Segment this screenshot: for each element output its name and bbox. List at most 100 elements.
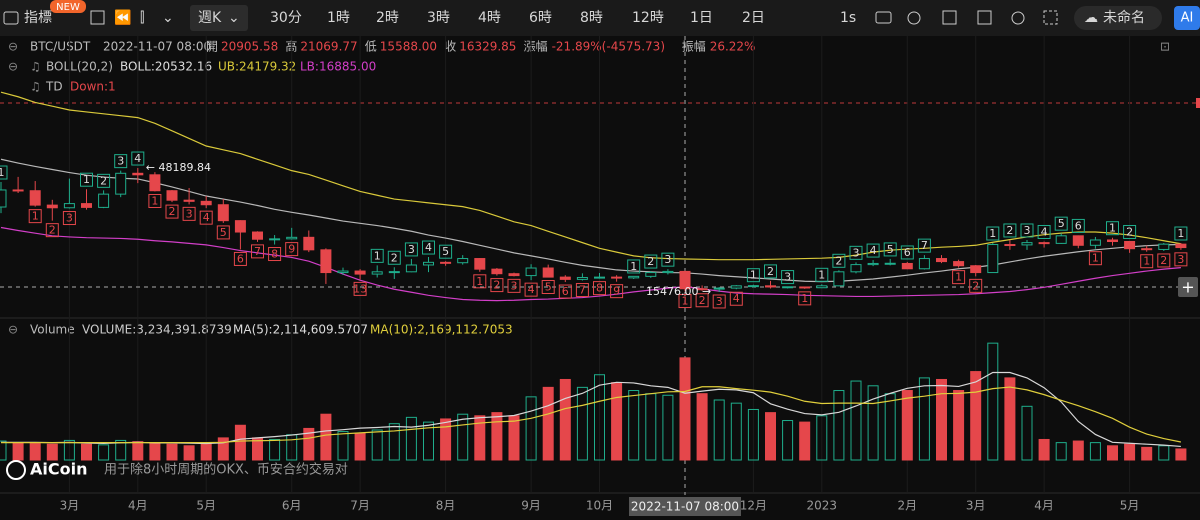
volume-bar	[1004, 377, 1016, 461]
interval-button[interactable]: 6時	[529, 10, 552, 26]
layout-name[interactable]: 未命名	[1103, 9, 1145, 26]
volume-bar	[1089, 442, 1101, 461]
x-tick-label: 10月	[586, 499, 613, 513]
td-label: 2	[1126, 225, 1133, 238]
collapse-icon[interactable]: ⊖	[8, 40, 18, 54]
td-box	[593, 281, 606, 296]
td-box	[524, 282, 538, 297]
grid-icon[interactable]	[90, 10, 105, 25]
candle-body	[354, 270, 366, 275]
td-label: 1	[801, 292, 808, 305]
clock-icon[interactable]	[907, 11, 921, 25]
td-box	[575, 283, 589, 298]
td-box	[62, 211, 76, 226]
x-tick-label: 9月	[521, 499, 541, 513]
collapse-icon[interactable]: ⊖	[8, 323, 18, 337]
candle-body	[371, 271, 383, 275]
volume-bar	[1038, 438, 1050, 461]
add-icon[interactable]: +	[1181, 278, 1194, 297]
candle-body	[286, 236, 298, 240]
td-label: 1	[1109, 222, 1116, 235]
td-box	[712, 294, 726, 309]
volume-bar	[63, 439, 75, 461]
dropdown-icon[interactable]: ⌄	[162, 10, 174, 26]
candle-body	[816, 285, 828, 289]
indicator-button[interactable]: 指標	[24, 10, 52, 26]
interval-button[interactable]: 30分	[270, 10, 302, 26]
td-box	[28, 209, 42, 224]
period-arrow[interactable]: ⌄	[228, 10, 240, 26]
interval-button[interactable]: 2日	[742, 10, 765, 26]
td-box	[1054, 216, 1068, 231]
alert-icon[interactable]: ♫	[30, 60, 41, 74]
cloud-icon[interactable]: ☁	[1084, 10, 1098, 26]
replay-icon[interactable]: ⏪	[114, 9, 131, 26]
td-box	[1003, 223, 1017, 238]
td-box	[764, 264, 777, 279]
interval-button[interactable]: 4時	[478, 10, 501, 26]
td-label: 1	[1092, 252, 1099, 265]
interval-button[interactable]: 2時	[376, 10, 399, 26]
volume-bar	[816, 415, 828, 461]
settings-icon[interactable]	[977, 10, 992, 25]
collapse-icon[interactable]: ⊖	[8, 60, 18, 74]
fullscreen-icon[interactable]	[1043, 10, 1058, 25]
td-box	[45, 223, 59, 238]
volume-bar	[953, 390, 965, 461]
td-box	[610, 284, 624, 299]
alert-icon[interactable]: ♫	[30, 80, 41, 94]
td-label: 2	[699, 294, 706, 307]
candle-body	[217, 204, 229, 222]
candle-body	[46, 204, 58, 209]
add-button[interactable]	[1178, 277, 1198, 297]
config-icon[interactable]	[1011, 11, 1025, 25]
td-box	[439, 244, 453, 259]
candle-body	[628, 275, 640, 279]
candle-body	[611, 276, 623, 279]
volume-bar	[98, 444, 110, 461]
td-label: 1	[750, 269, 757, 282]
interval-button[interactable]: 1時	[327, 10, 350, 26]
volume-bar	[337, 431, 349, 461]
watermark-note: 用于除8小时周期的OKX、币安合约交易对	[104, 462, 348, 478]
edit-icon[interactable]	[942, 10, 957, 25]
chart-type-icon[interactable]: ⫿	[140, 10, 144, 26]
pane-menu-icon[interactable]: ⊡	[1160, 40, 1170, 54]
ai-button[interactable]: AI	[1181, 11, 1194, 26]
td-box	[900, 245, 914, 260]
td-box	[370, 248, 384, 263]
candle-body	[799, 286, 811, 289]
interval-button[interactable]: 3時	[427, 10, 450, 26]
period-button[interactable]: 週K	[198, 10, 222, 26]
candle-body	[320, 249, 332, 274]
td-box	[1071, 218, 1085, 233]
ma5-line	[1, 371, 1181, 448]
interval-button[interactable]: 12時	[632, 10, 664, 26]
candle-body	[987, 244, 999, 274]
interval-button[interactable]: 8時	[580, 10, 603, 26]
td-label: 1	[0, 166, 5, 179]
candle-body	[0, 189, 7, 208]
candle-body	[713, 287, 725, 290]
td-box	[1140, 254, 1154, 269]
volume-bar	[440, 418, 452, 461]
speed-button[interactable]: 1s	[840, 10, 856, 26]
candle-body	[542, 267, 554, 278]
info-label: 收	[444, 40, 456, 54]
td-box	[131, 151, 145, 166]
td-box	[661, 252, 675, 267]
td-label: 7	[921, 239, 928, 252]
volume-bar	[970, 371, 982, 461]
candle-body	[765, 285, 776, 288]
td-label: 5	[545, 280, 552, 293]
interval-button[interactable]: 1日	[690, 10, 713, 26]
info-value: 16329.85	[459, 40, 516, 54]
candle-body	[953, 261, 965, 267]
td-box	[1157, 253, 1171, 268]
td-name: TD	[45, 80, 63, 94]
camera-icon[interactable]	[875, 11, 892, 24]
x-tick-label: 4月	[1034, 499, 1054, 513]
volume-bar	[1124, 443, 1136, 461]
x-tick-label: 3月	[966, 499, 986, 513]
volume-bar	[901, 390, 913, 461]
